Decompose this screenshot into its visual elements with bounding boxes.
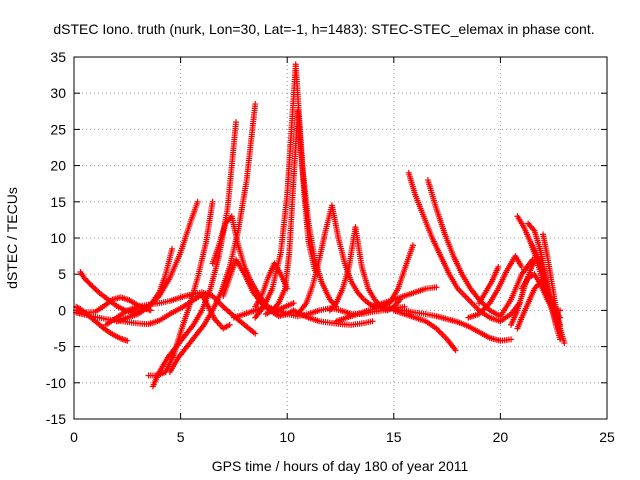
x-tick-label: 20: [493, 429, 509, 445]
x-tick-label: 10: [279, 429, 295, 445]
data-point-marker: [252, 101, 259, 108]
data-series: [262, 108, 340, 318]
data-series: [369, 284, 440, 310]
data-point-marker: [290, 300, 297, 307]
data-point-marker: [169, 245, 176, 252]
data-point-marker: [226, 321, 233, 328]
y-tick-label: -5: [54, 339, 67, 355]
x-axis-label: GPS time / hours of day 180 of year 2011: [212, 458, 469, 474]
data-points: [73, 61, 568, 390]
data-series: [113, 198, 201, 325]
data-point-marker: [233, 119, 240, 126]
data-series: [252, 61, 318, 321]
data-point-marker: [194, 198, 201, 205]
y-tick-label: -10: [46, 375, 66, 391]
data-series: [380, 303, 515, 344]
data-point-marker: [433, 284, 440, 291]
y-tick-label: 15: [50, 194, 66, 210]
chart-title: dSTEC Iono. truth (nurk, Lon=30, Lat=-1,…: [53, 21, 594, 37]
x-tick-label: 5: [177, 429, 185, 445]
data-point-marker: [86, 280, 93, 287]
data-series: [145, 198, 216, 379]
data-point-marker: [508, 336, 515, 343]
data-series: [540, 231, 568, 346]
data-point-marker: [409, 242, 416, 249]
data-series: [252, 260, 291, 310]
data-series: [326, 224, 404, 314]
data-point-marker: [495, 263, 502, 270]
plot-frame: [73, 56, 608, 420]
data-point-marker: [147, 307, 154, 314]
data-series: [390, 307, 459, 354]
data-series: [294, 202, 387, 318]
data-series: [476, 263, 502, 307]
y-tick-label: 20: [50, 158, 66, 174]
x-tick-label: 25: [599, 429, 615, 445]
y-tick-label: 10: [50, 230, 66, 246]
y-axis-label: dSTEC / TECUs: [4, 187, 20, 289]
data-series: [465, 253, 525, 321]
x-tick-label: 0: [70, 429, 78, 445]
y-tick-label: 0: [58, 302, 66, 318]
data-point-marker: [284, 285, 291, 292]
data-series: [149, 119, 240, 390]
data-series: [514, 278, 551, 332]
data-point-marker: [252, 330, 259, 337]
y-tick-label: -15: [46, 411, 66, 427]
data-point-marker: [369, 318, 376, 325]
y-tick-label: 30: [50, 85, 66, 101]
x-tick-label: 15: [386, 429, 402, 445]
data-point-marker: [452, 347, 459, 354]
data-point-marker: [544, 285, 551, 292]
data-series: [77, 245, 176, 316]
data-series: [518, 271, 564, 314]
data-series: [209, 213, 297, 314]
y-tick-label: 25: [50, 121, 66, 137]
y-tick-label: 35: [50, 49, 66, 65]
data-point-marker: [518, 263, 525, 270]
data-point-marker: [561, 339, 568, 346]
y-tick-label: 5: [58, 266, 66, 282]
tick-labels: 0 5 10 15 20 25 -15 -10 -5 0 5 10 15 20 25 30 35: [46, 49, 615, 445]
data-series: [405, 169, 523, 325]
data-point-marker: [124, 337, 131, 344]
data-point-marker: [209, 198, 216, 205]
